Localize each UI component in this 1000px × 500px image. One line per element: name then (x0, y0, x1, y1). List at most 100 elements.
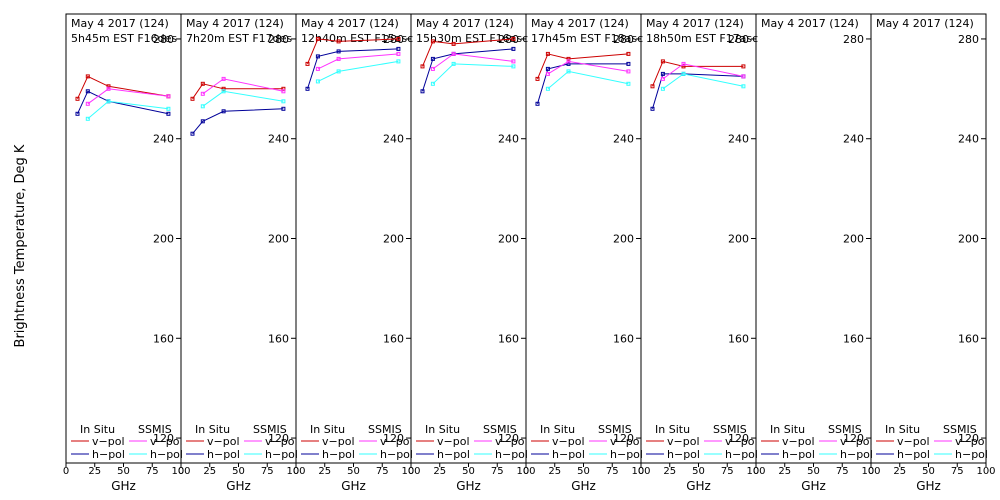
x-tick-label: 100 (631, 466, 650, 477)
data-point-insitu_h (85, 89, 90, 94)
panel-2: May 4 2017 (124) 7h20m EST F17des 120 160 20… (178, 13, 306, 493)
series-line-ssmis_h (432, 63, 514, 85)
data-point-insitu_h (660, 71, 665, 76)
panel-7: May 4 2017 (124) 120 160 200 240 280 0 25 50 75 10… (753, 13, 881, 493)
series-line-ssmis_v (317, 53, 399, 70)
data-point-insitu_v (315, 36, 320, 41)
data-point-ssmis_v (430, 66, 435, 71)
y-tick-label: 280 (613, 33, 634, 46)
panel-3: May 4 2017 (124) 12h40m EST F15asc 120 160 2… (293, 13, 421, 493)
legend-insitu-v-label: v−pol (437, 435, 470, 448)
x-tick-label: 0 (523, 466, 529, 477)
panel-6: May 4 2017 (124) 18h50m EST F17asc 120 160 2… (638, 13, 766, 493)
y-tick-label: 200 (268, 233, 289, 246)
y-tick-label: 240 (153, 133, 174, 146)
data-point-insitu_v (626, 51, 631, 56)
data-point-insitu_v (396, 36, 401, 41)
panel-title-date: May 4 2017 (124) (71, 17, 169, 30)
panel-title-time: 17h45m EST F18asc (531, 32, 643, 45)
y-axis-label: Brightness Temperature, Deg K (13, 144, 28, 347)
series-line-insitu_v (77, 75, 169, 100)
series-line-insitu_h (422, 48, 514, 92)
data-point-insitu_v (430, 39, 435, 44)
data-point-insitu_h (336, 49, 341, 54)
data-point-ssmis_v (166, 94, 171, 99)
y-tick-label: 280 (958, 33, 979, 46)
data-point-insitu_h (281, 106, 286, 111)
y-tick-label: 280 (728, 33, 749, 46)
legend-insitu-v-label: v−pol (322, 435, 355, 448)
x-tick-label: 0 (293, 466, 299, 477)
data-point-ssmis_h (660, 86, 665, 91)
panel-5: May 4 2017 (124) 17h45m EST F18asc 120 160 2… (523, 13, 651, 493)
x-tick-label: 100 (861, 466, 880, 477)
x-tick-label: 25 (893, 466, 906, 477)
y-tick-label: 160 (268, 332, 289, 345)
legend-insitu-v-label: v−pol (92, 435, 125, 448)
x-tick-label: 75 (606, 466, 619, 477)
y-tick-label: 280 (153, 33, 174, 46)
data-point-insitu_h (420, 89, 425, 94)
series-line-ssmis_h (317, 60, 399, 82)
legend-insitu-title: In Situ (540, 423, 575, 436)
legend-insitu-title: In Situ (195, 423, 230, 436)
legend-insitu-title: In Situ (425, 423, 460, 436)
legend-ssmis-title: SSMIS (483, 423, 517, 436)
data-point-insitu_h (200, 119, 205, 124)
data-point-ssmis_v (221, 76, 226, 81)
data-point-insitu_v (200, 81, 205, 86)
y-tick-label: 240 (958, 133, 979, 146)
panel-title-date: May 4 2017 (124) (531, 17, 629, 30)
x-tick-label: 100 (286, 466, 305, 477)
series-line-ssmis_v (87, 88, 169, 105)
legend-ssmis-h-label: h−pol (840, 448, 873, 461)
series-line-insitu_v (537, 53, 629, 80)
data-point-insitu_v (305, 61, 310, 66)
data-point-insitu_v (511, 36, 516, 41)
x-tick-label: 100 (171, 466, 190, 477)
y-tick-label: 160 (498, 332, 519, 345)
legend-insitu-title: In Situ (655, 423, 690, 436)
series-line-ssmis_h (202, 90, 284, 107)
data-point-insitu_v (451, 41, 456, 46)
legend-insitu-title: In Situ (885, 423, 920, 436)
data-point-ssmis_h (566, 69, 571, 74)
x-tick-label: 25 (663, 466, 676, 477)
data-point-ssmis_h (106, 99, 111, 104)
x-axis-label: GHz (686, 479, 711, 493)
y-tick-label: 160 (843, 332, 864, 345)
y-tick-label: 200 (843, 233, 864, 246)
panel-title-time: 12h40m EST F15asc (301, 32, 413, 45)
data-point-ssmis_h (336, 69, 341, 74)
legend-ssmis-title: SSMIS (943, 423, 977, 436)
data-point-insitu_v (545, 51, 550, 56)
data-point-ssmis_v (336, 56, 341, 61)
series-line-ssmis_h (547, 70, 629, 90)
data-point-insitu_v (535, 76, 540, 81)
legend-insitu-h-label: h−pol (782, 448, 815, 461)
data-point-insitu_v (420, 64, 425, 69)
y-tick-label: 120 (153, 432, 174, 445)
series-line-ssmis_h (87, 100, 169, 120)
data-point-ssmis_h (545, 86, 550, 91)
data-point-ssmis_v (315, 66, 320, 71)
data-point-insitu_h (626, 61, 631, 66)
x-tick-label: 50 (577, 466, 590, 477)
panel-title-date: May 4 2017 (124) (646, 17, 744, 30)
series-line-insitu_v (652, 60, 744, 87)
legend-ssmis-h-label: h−pol (955, 448, 988, 461)
y-tick-label: 240 (843, 133, 864, 146)
x-tick-label: 0 (753, 466, 759, 477)
series-line-ssmis_h (662, 73, 744, 90)
data-point-ssmis_v (741, 74, 746, 79)
x-tick-label: 50 (692, 466, 705, 477)
x-tick-label: 100 (401, 466, 420, 477)
x-tick-label: 25 (318, 466, 331, 477)
data-point-ssmis_h (221, 89, 226, 94)
series-line-insitu_v (422, 38, 514, 67)
x-tick-label: 25 (778, 466, 791, 477)
x-tick-label: 50 (232, 466, 245, 477)
y-tick-label: 160 (383, 332, 404, 345)
panel-title-time: 7h20m EST F17des (186, 32, 292, 45)
